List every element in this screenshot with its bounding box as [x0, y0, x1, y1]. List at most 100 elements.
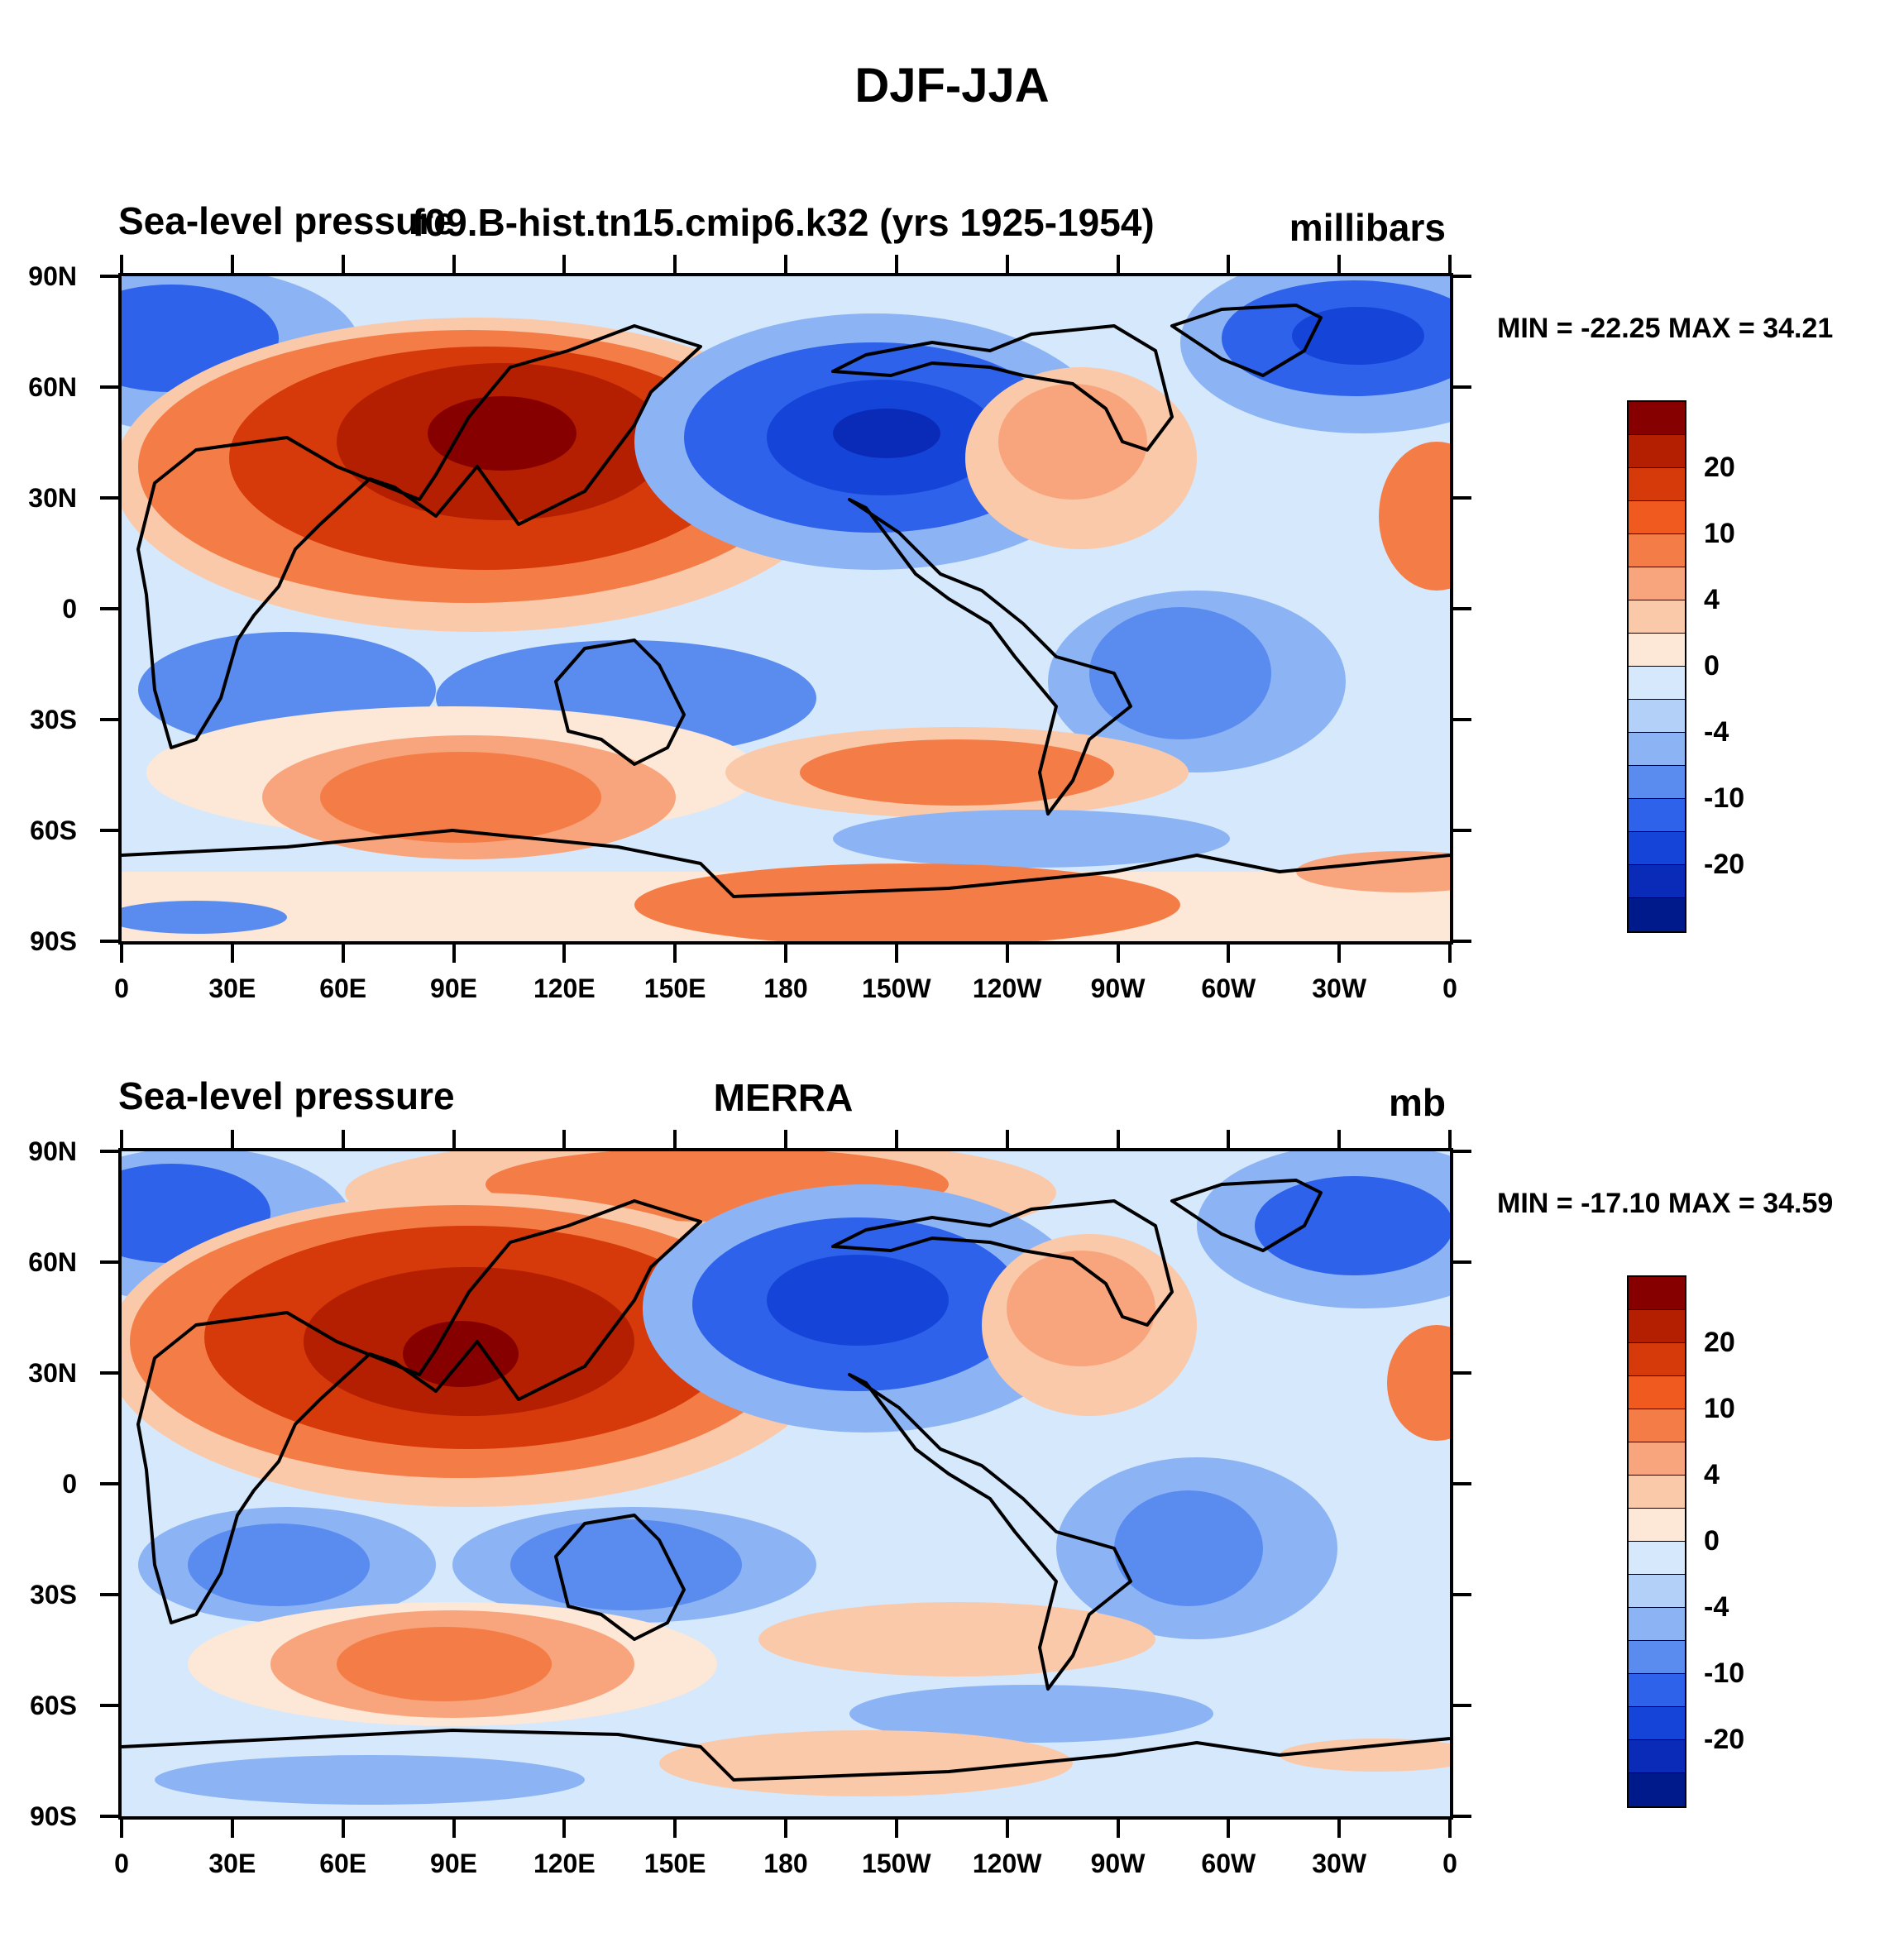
- colorbar-label: 0: [1704, 650, 1720, 682]
- lat-tick: [100, 1815, 118, 1818]
- panel-model: Sea-level pressure f09.B-hist.tn15.cmip6…: [0, 190, 1904, 1067]
- lon-tick: [1116, 1130, 1120, 1148]
- lat-label: 90S: [30, 926, 77, 956]
- map-plot-area: [118, 273, 1453, 945]
- panel-center-title: f09.B-hist.tn15.cmip6.k32 (yrs 1925-1954…: [412, 201, 1155, 244]
- lat-tick: [100, 496, 118, 500]
- colorbar-box: [1629, 468, 1685, 501]
- lon-tick: [120, 255, 123, 273]
- lat-tick: [1453, 275, 1471, 278]
- lon-tick: [452, 1820, 456, 1838]
- lon-tick: [562, 1820, 567, 1838]
- lat-label: 60S: [30, 816, 77, 845]
- lon-tick: [1116, 255, 1120, 273]
- lat-tick: [1453, 1150, 1471, 1153]
- lat-tick: [1453, 1815, 1471, 1818]
- lat-label: 30S: [30, 1580, 77, 1610]
- panel-center-title: MERRA: [713, 1076, 854, 1119]
- lon-tick: [1005, 1130, 1009, 1148]
- colorbar-label: 10: [1704, 1393, 1735, 1424]
- colorbar-box: [1629, 634, 1685, 667]
- lon-tick: [673, 1130, 677, 1148]
- colorbar-box: [1629, 865, 1685, 898]
- lat-tick: [100, 1482, 118, 1485]
- lon-label: 60W: [1201, 1849, 1256, 1878]
- lat-tick: [1453, 1260, 1471, 1264]
- lon-label: 120E: [533, 973, 596, 1003]
- lon-tick: [1448, 1820, 1452, 1838]
- lat-label: 30N: [28, 1358, 77, 1388]
- lon-tick: [1005, 255, 1009, 273]
- lat-tick: [100, 1593, 118, 1596]
- colorbar-box: [1629, 501, 1685, 534]
- colorbar: [1627, 1275, 1686, 1808]
- lat-tick: [100, 940, 118, 943]
- lon-label: 150E: [643, 973, 706, 1003]
- lat-tick: [100, 607, 118, 610]
- colorbar-box: [1629, 1773, 1685, 1806]
- lon-tick: [894, 1130, 898, 1148]
- lon-tick: [1337, 1130, 1342, 1148]
- lon-label: 60E: [319, 973, 367, 1003]
- lon-tick: [1337, 255, 1342, 273]
- lon-tick: [562, 255, 567, 273]
- lon-tick: [784, 1130, 787, 1148]
- lon-label: 30W: [1312, 973, 1367, 1003]
- panel-obs: Sea-level pressure MERRA mb: [0, 1065, 1904, 1942]
- lon-tick: [120, 1820, 123, 1838]
- lat-tick: [1453, 829, 1471, 832]
- lat-tick: [100, 718, 118, 721]
- colorbar-label: 20: [1704, 452, 1735, 483]
- colorbar-box: [1629, 567, 1685, 600]
- lon-tick: [673, 255, 677, 273]
- colorbar-label: 4: [1704, 584, 1720, 615]
- colorbar-box: [1629, 435, 1685, 468]
- lon-label: 90E: [430, 973, 477, 1003]
- lon-tick: [1116, 1820, 1120, 1838]
- lon-tick: [562, 1130, 567, 1148]
- lon-tick: [784, 945, 787, 963]
- lat-tick: [100, 1371, 118, 1375]
- lon-label: 90W: [1090, 973, 1146, 1003]
- colorbar-box: [1629, 1509, 1685, 1542]
- lon-tick: [1448, 945, 1452, 963]
- colorbar-label: 4: [1704, 1459, 1720, 1490]
- colorbar-label: 10: [1704, 518, 1735, 549]
- colorbar-box: [1629, 1476, 1685, 1509]
- colorbar-label: -4: [1704, 716, 1729, 748]
- colorbar-box: [1629, 600, 1685, 634]
- lon-label: 90E: [430, 1849, 477, 1878]
- colorbar-box: [1629, 832, 1685, 865]
- lat-tick: [1453, 1704, 1471, 1707]
- lon-tick: [1227, 255, 1231, 273]
- lon-tick: [562, 945, 567, 963]
- lat-tick: [100, 1260, 118, 1264]
- lon-tick: [784, 255, 787, 273]
- lon-label: 120W: [972, 1849, 1042, 1878]
- lat-tick: [100, 385, 118, 389]
- lon-tick: [894, 1820, 898, 1838]
- colorbar-label: -4: [1704, 1591, 1729, 1623]
- slp-contour-map: [122, 1151, 1450, 1816]
- lon-label: 0: [1442, 1849, 1457, 1878]
- lat-label: 0: [62, 1469, 77, 1499]
- lat-tick: [100, 1150, 118, 1153]
- lon-label: 30W: [1312, 1849, 1367, 1878]
- colorbar-label: -20: [1704, 1724, 1745, 1755]
- figure-title: DJF-JJA: [854, 59, 1050, 112]
- colorbar-box: [1629, 1343, 1685, 1376]
- lat-label: 30N: [28, 483, 77, 513]
- lon-tick: [452, 1130, 456, 1148]
- colorbar-box: [1629, 733, 1685, 766]
- colorbar-box: [1629, 1674, 1685, 1707]
- lon-tick: [120, 1130, 123, 1148]
- lon-label: 180: [763, 973, 808, 1003]
- slp-contour-map: [122, 276, 1450, 941]
- colorbar-box: [1629, 1740, 1685, 1773]
- colorbar: [1627, 400, 1686, 933]
- lon-tick: [341, 945, 345, 963]
- lon-label: 90W: [1090, 1849, 1146, 1878]
- lon-label: 120E: [533, 1849, 596, 1878]
- lon-tick: [1227, 1820, 1231, 1838]
- map-plot-area: [118, 1148, 1453, 1820]
